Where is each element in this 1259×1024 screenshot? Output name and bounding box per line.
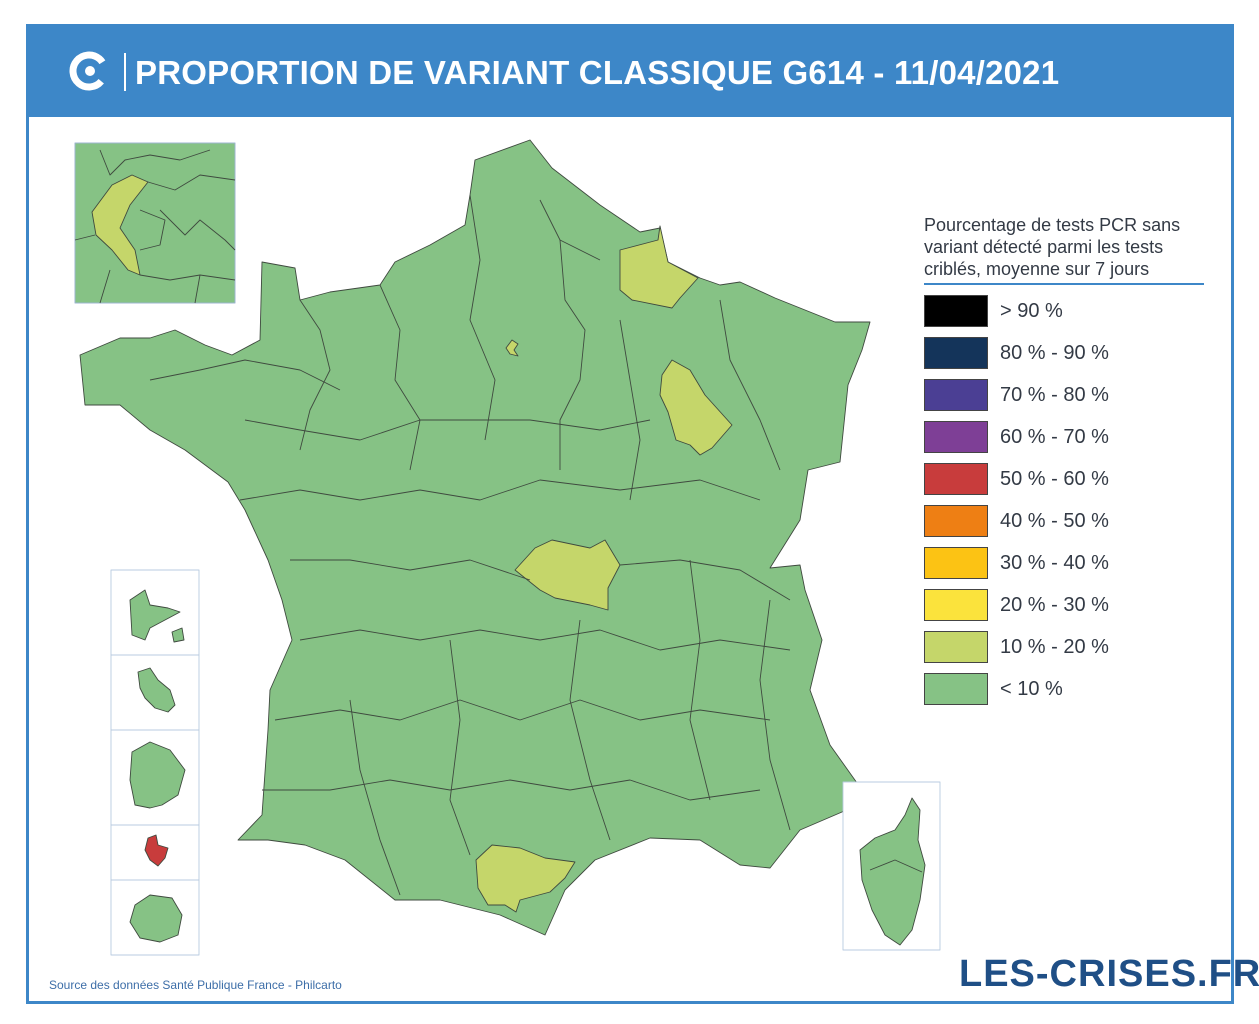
legend-swatch — [924, 421, 988, 453]
legend-item: 40 % - 50 % — [924, 505, 1214, 537]
inset-guyane — [129, 741, 186, 809]
legend-swatch — [924, 463, 988, 495]
legend-item: 30 % - 40 % — [924, 547, 1214, 579]
region-paris — [505, 339, 519, 357]
legend-item: 50 % - 60 % — [924, 463, 1214, 495]
department-borders — [149, 194, 791, 896]
legend-item: 80 % - 90 % — [924, 337, 1214, 369]
legend-title-line: Pourcentage de tests PCR sans — [924, 215, 1181, 235]
legend-item: 20 % - 30 % — [924, 589, 1214, 621]
legend-swatch — [924, 631, 988, 663]
legend-swatch — [924, 547, 988, 579]
inset-paris-borders — [74, 149, 236, 304]
legend-item: 10 % - 20 % — [924, 631, 1214, 663]
legend-swatch — [924, 337, 988, 369]
region-haute-marne — [659, 359, 733, 456]
legend-label: > 90 % — [1000, 300, 1063, 322]
legend-label: 70 % - 80 % — [1000, 384, 1109, 406]
inset-paris-highlight — [91, 174, 149, 276]
inset-reunion — [129, 894, 183, 943]
region-aude — [475, 844, 576, 913]
page-title: PROPORTION DE VARIANT CLASSIQUE G614 - 1… — [135, 54, 1060, 91]
header-bar: PROPORTION DE VARIANT CLASSIQUE G614 - 1… — [29, 27, 1231, 117]
inset-corse — [859, 797, 926, 946]
inset-corse-border — [869, 859, 923, 873]
legend-swatch — [924, 379, 988, 411]
legend-item: 60 % - 70 % — [924, 421, 1214, 453]
legend-item: > 90 % — [924, 295, 1214, 327]
source-credit: Source des données Santé Publique France… — [49, 978, 342, 992]
legend-label: < 10 % — [1000, 678, 1063, 700]
legend-item: < 10 % — [924, 673, 1214, 705]
inset-mayotte — [144, 834, 169, 867]
region-aisne — [619, 225, 699, 309]
legend-label: 80 % - 90 % — [1000, 342, 1109, 364]
legend-label: 30 % - 40 % — [1000, 552, 1109, 574]
legend-title: Pourcentage de tests PCR sans variant dé… — [924, 214, 1214, 280]
legend-label: 20 % - 30 % — [1000, 594, 1109, 616]
legend-label: 50 % - 60 % — [1000, 468, 1109, 490]
les-crises-logo-icon — [69, 51, 109, 91]
legend-item: 70 % - 80 % — [924, 379, 1214, 411]
legend-label: 40 % - 50 % — [1000, 510, 1109, 532]
legend-label: 10 % - 20 % — [1000, 636, 1109, 658]
header-divider — [124, 53, 126, 91]
brand-logo-text: LES-CRISES.FR — [959, 953, 1259, 995]
region-nievre — [514, 539, 621, 611]
legend-swatch — [924, 295, 988, 327]
legend-title-line: criblés, moyenne sur 7 jours — [924, 259, 1150, 279]
legend-label: 60 % - 70 % — [1000, 426, 1109, 448]
legend-swatch — [924, 673, 988, 705]
legend-swatch — [924, 505, 988, 537]
france-mainland — [79, 139, 871, 936]
inset-guadeloupe — [129, 589, 185, 643]
legend-title-line: variant détecté parmi les tests — [924, 237, 1164, 257]
legend-swatch — [924, 589, 988, 621]
legend-divider — [924, 283, 1204, 285]
inset-martinique — [137, 667, 176, 713]
